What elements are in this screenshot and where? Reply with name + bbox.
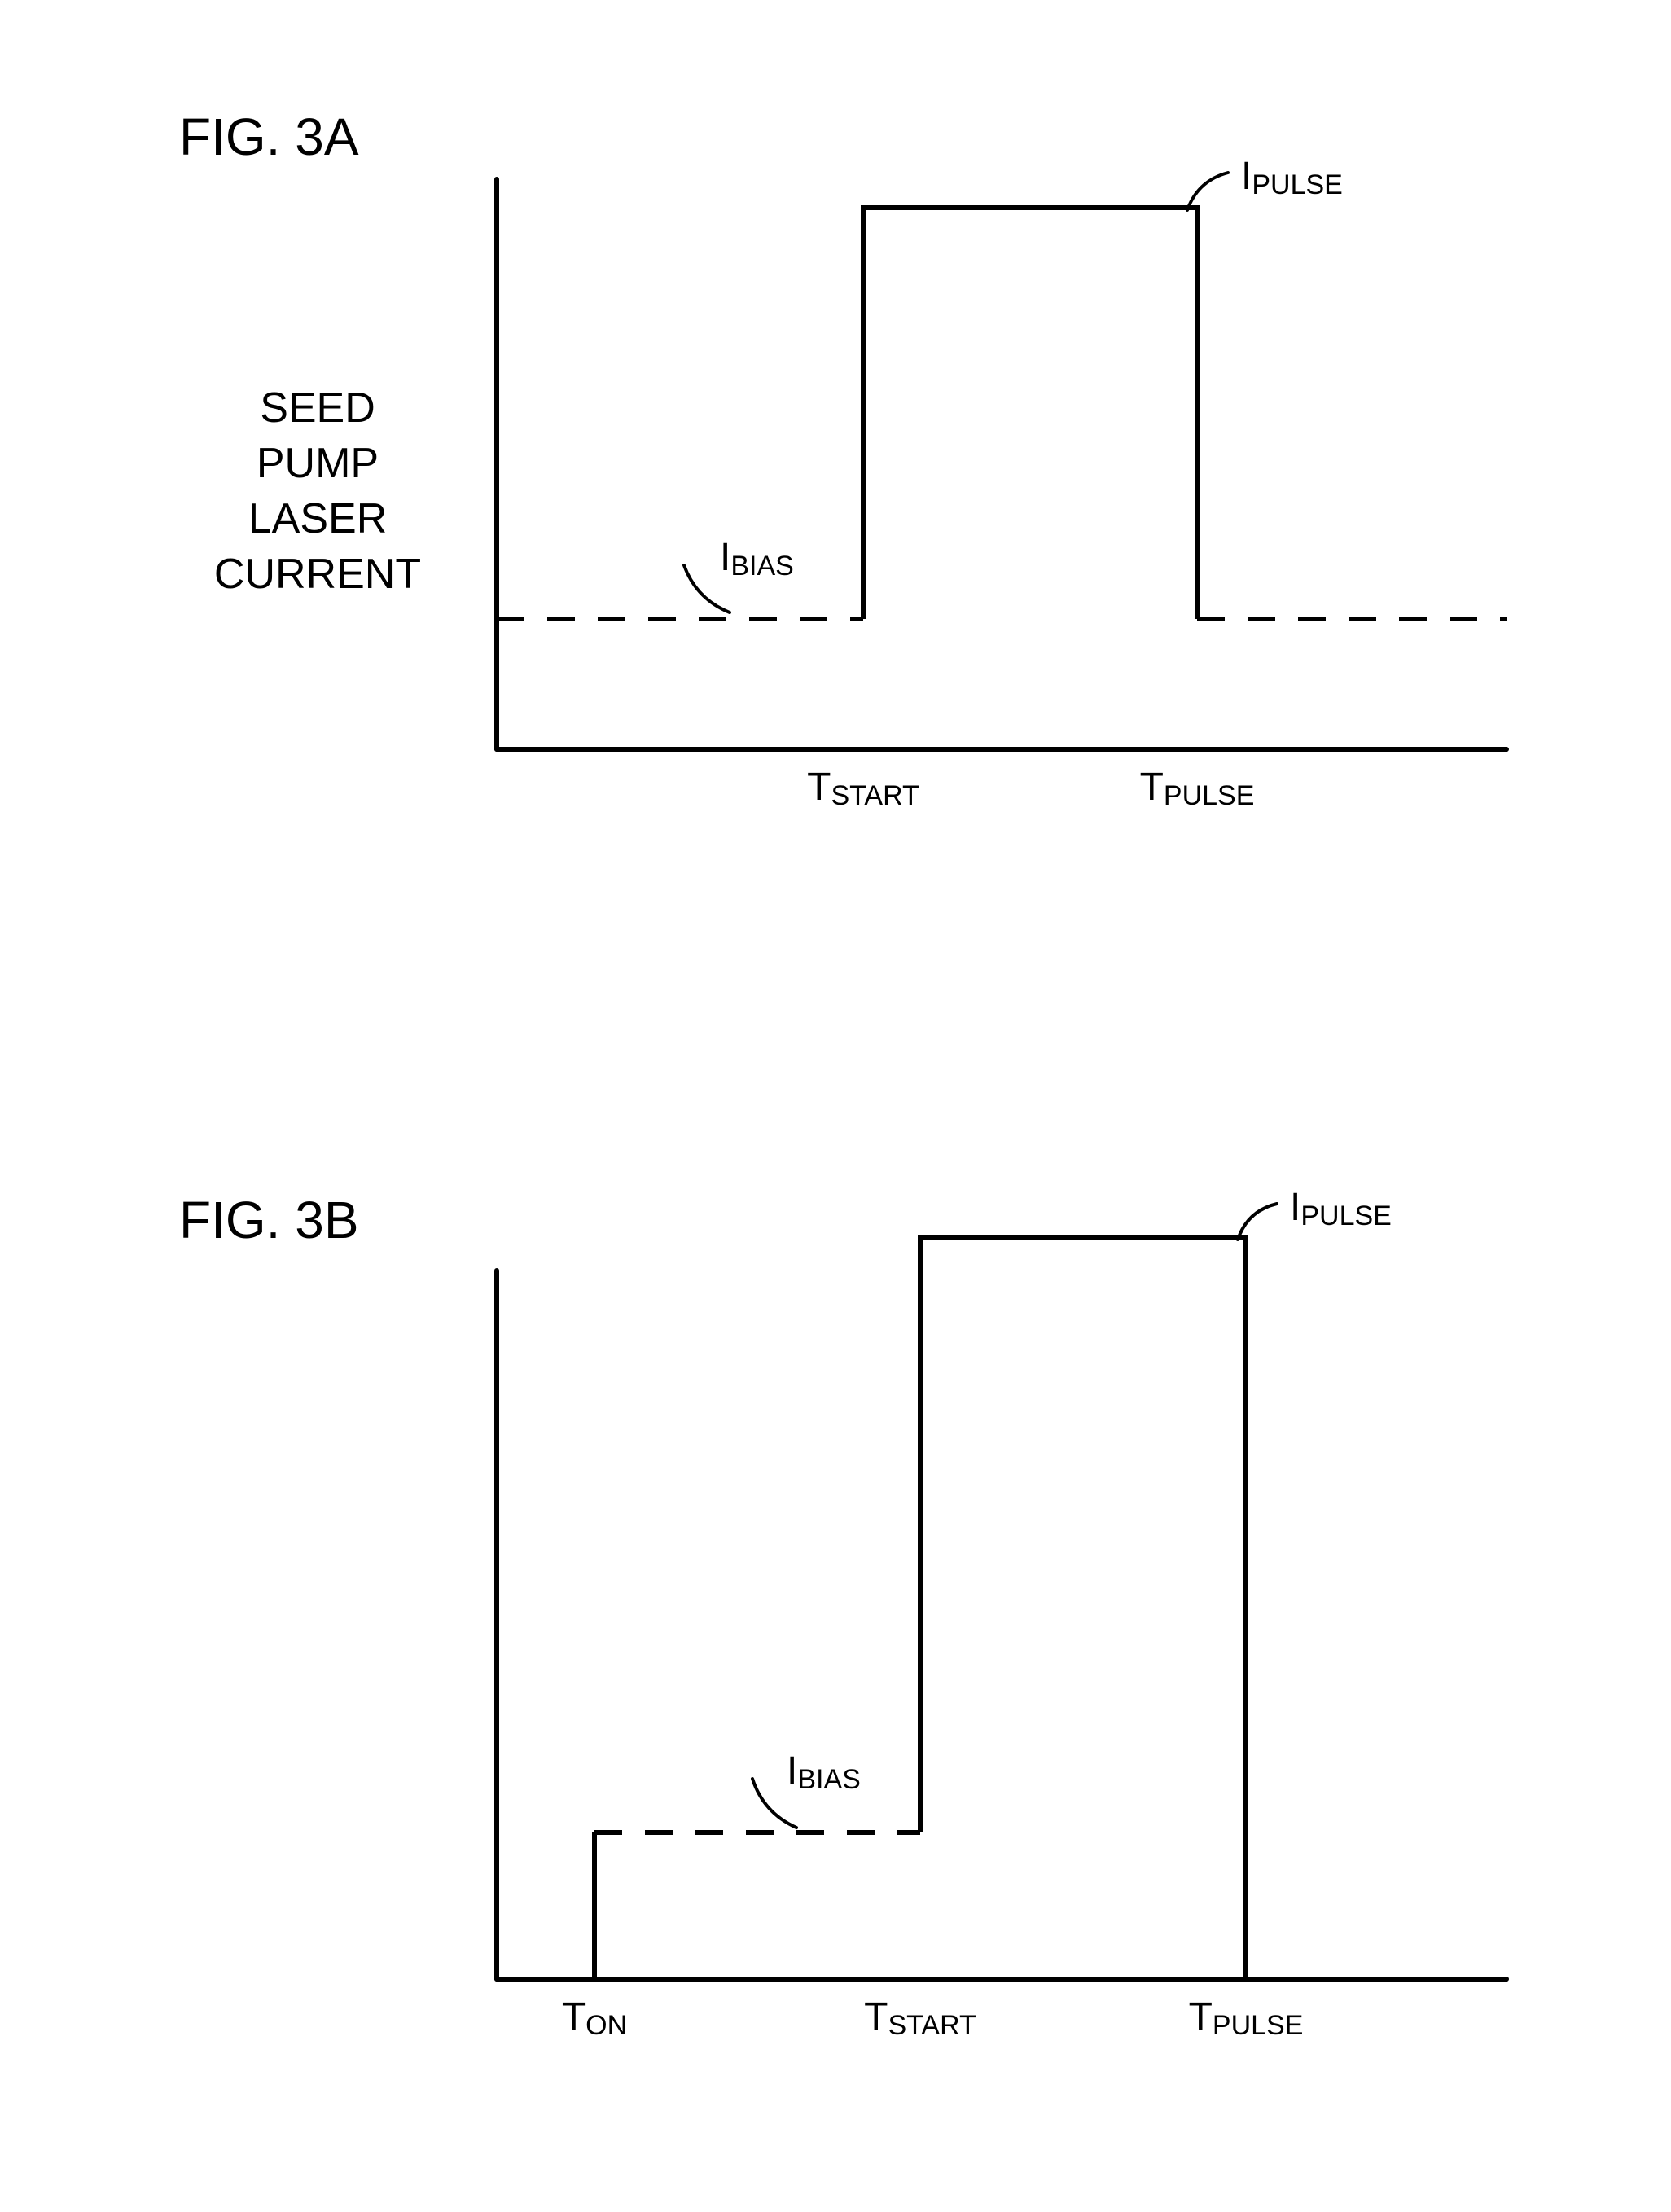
x-tick-0: TSTART [807,766,919,811]
x-tick-1: TPULSE [1140,766,1255,811]
fig-3a: FIG. 3A IBIAS IPULSE TSTART TPULSE SEED PUMP LA… [179,108,1507,811]
pulse-shape [920,1238,1246,1979]
ylabel-line-1: PUMP [257,440,379,487]
ylabel-line-2: LASER [248,495,388,542]
ipulse-label: IPULSE [1290,1186,1392,1231]
ibias-label: IBIAS [720,536,794,582]
ylabel-line-3: CURRENT [214,551,421,598]
pulse-shape [863,208,1197,619]
figure-svg: FIG. 3A IBIAS IPULSE TSTART TPULSE SEED PUMP LA… [0,0,1671,2208]
ipulse-label: IPULSE [1241,155,1343,200]
page: FIG. 3A IBIAS IPULSE TSTART TPULSE SEED PUMP LA… [0,0,1671,2208]
fig-3b: FIG. 3B IBIAS IPULSE TON TSTART TPULSE [179,1186,1507,2041]
ibias-label: IBIAS [787,1749,861,1795]
x-tick-1: TSTART [864,1995,976,2041]
fig-3a-title: FIG. 3A [179,108,359,166]
x-tick-2: TPULSE [1189,1995,1304,2041]
x-tick-0: TON [562,1995,627,2041]
ylabel-line-0: SEED [260,384,375,432]
fig-3b-title: FIG. 3B [179,1191,359,1249]
